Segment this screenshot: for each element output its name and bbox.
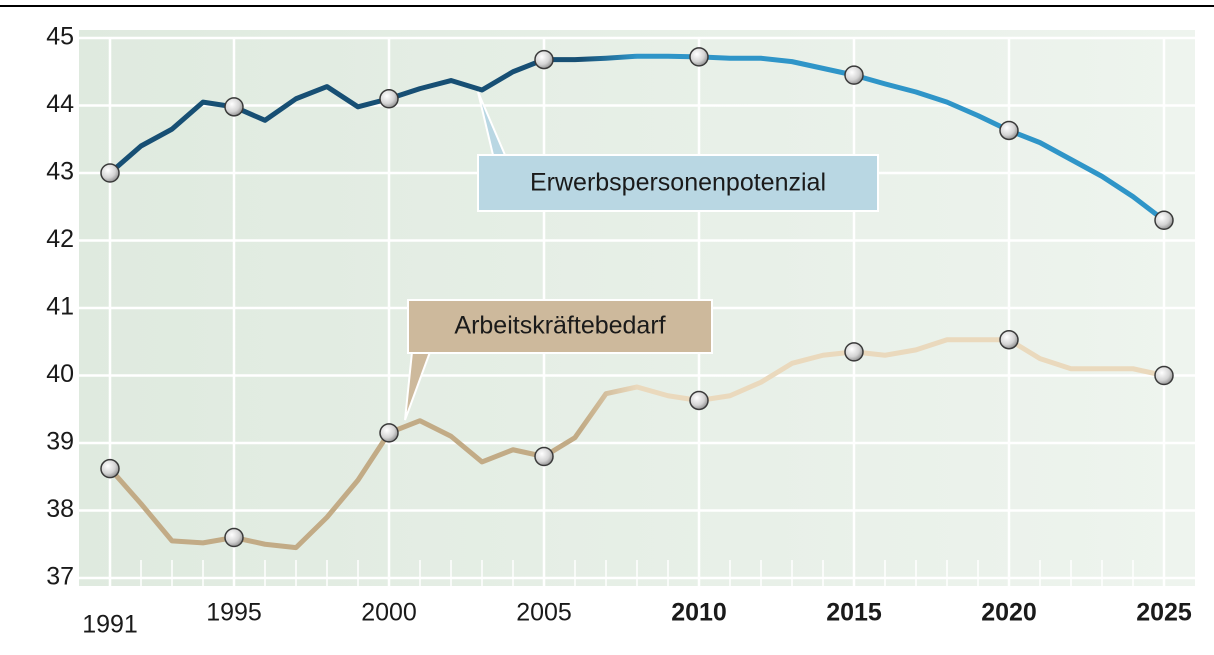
axis-labels: 37 38 39 40 41 42 43 44 45 1991 1995 2000 2005 2010 20… — [46, 23, 1192, 639]
point-marker — [100, 163, 120, 183]
point-marker — [844, 65, 864, 85]
series-line — [108, 53, 1166, 223]
x-tick-label: 1991 — [82, 611, 138, 639]
point-marker — [689, 47, 709, 67]
point-marker — [224, 527, 244, 548]
lines — [108, 53, 1166, 551]
x-tick-label: 2015 — [826, 599, 882, 627]
x-tick-label: 2010 — [671, 599, 727, 627]
y-tick-label: 38 — [46, 495, 74, 523]
grid — [79, 36, 1195, 586]
y-tick-label: 39 — [46, 428, 74, 456]
point-marker — [379, 89, 399, 109]
point-marker — [1154, 365, 1174, 386]
x-tick-label: 1995 — [206, 599, 262, 627]
markers — [100, 47, 1174, 548]
series-label: Arbeitskräftebedarf — [454, 312, 665, 340]
point-marker — [999, 120, 1019, 141]
x-tick-label: 2020 — [981, 599, 1037, 627]
point-marker — [100, 458, 120, 479]
y-tick-label: 40 — [46, 360, 74, 388]
series-label: Erwerbspersonenpotenzial — [530, 169, 826, 197]
annotation-box — [407, 299, 713, 354]
x-tick-label: 2005 — [516, 599, 572, 627]
point-marker — [999, 329, 1019, 350]
y-tick-label: 44 — [46, 90, 74, 118]
y-tick-label: 45 — [46, 23, 74, 51]
series-line — [108, 337, 1165, 551]
x-tick-label: 2025 — [1136, 599, 1192, 627]
y-tick-label: 42 — [46, 225, 74, 253]
point-marker — [379, 423, 399, 443]
point-marker — [1154, 210, 1174, 230]
x-tick-label: 2000 — [361, 599, 417, 627]
point-marker — [534, 49, 554, 70]
point-marker — [224, 97, 244, 117]
point-marker — [689, 390, 709, 411]
y-tick-label: 37 — [46, 563, 74, 591]
point-marker — [534, 446, 554, 467]
y-tick-label: 43 — [46, 158, 74, 186]
point-marker — [844, 342, 864, 362]
y-tick-label: 41 — [46, 293, 74, 321]
annotation-box — [477, 154, 879, 212]
